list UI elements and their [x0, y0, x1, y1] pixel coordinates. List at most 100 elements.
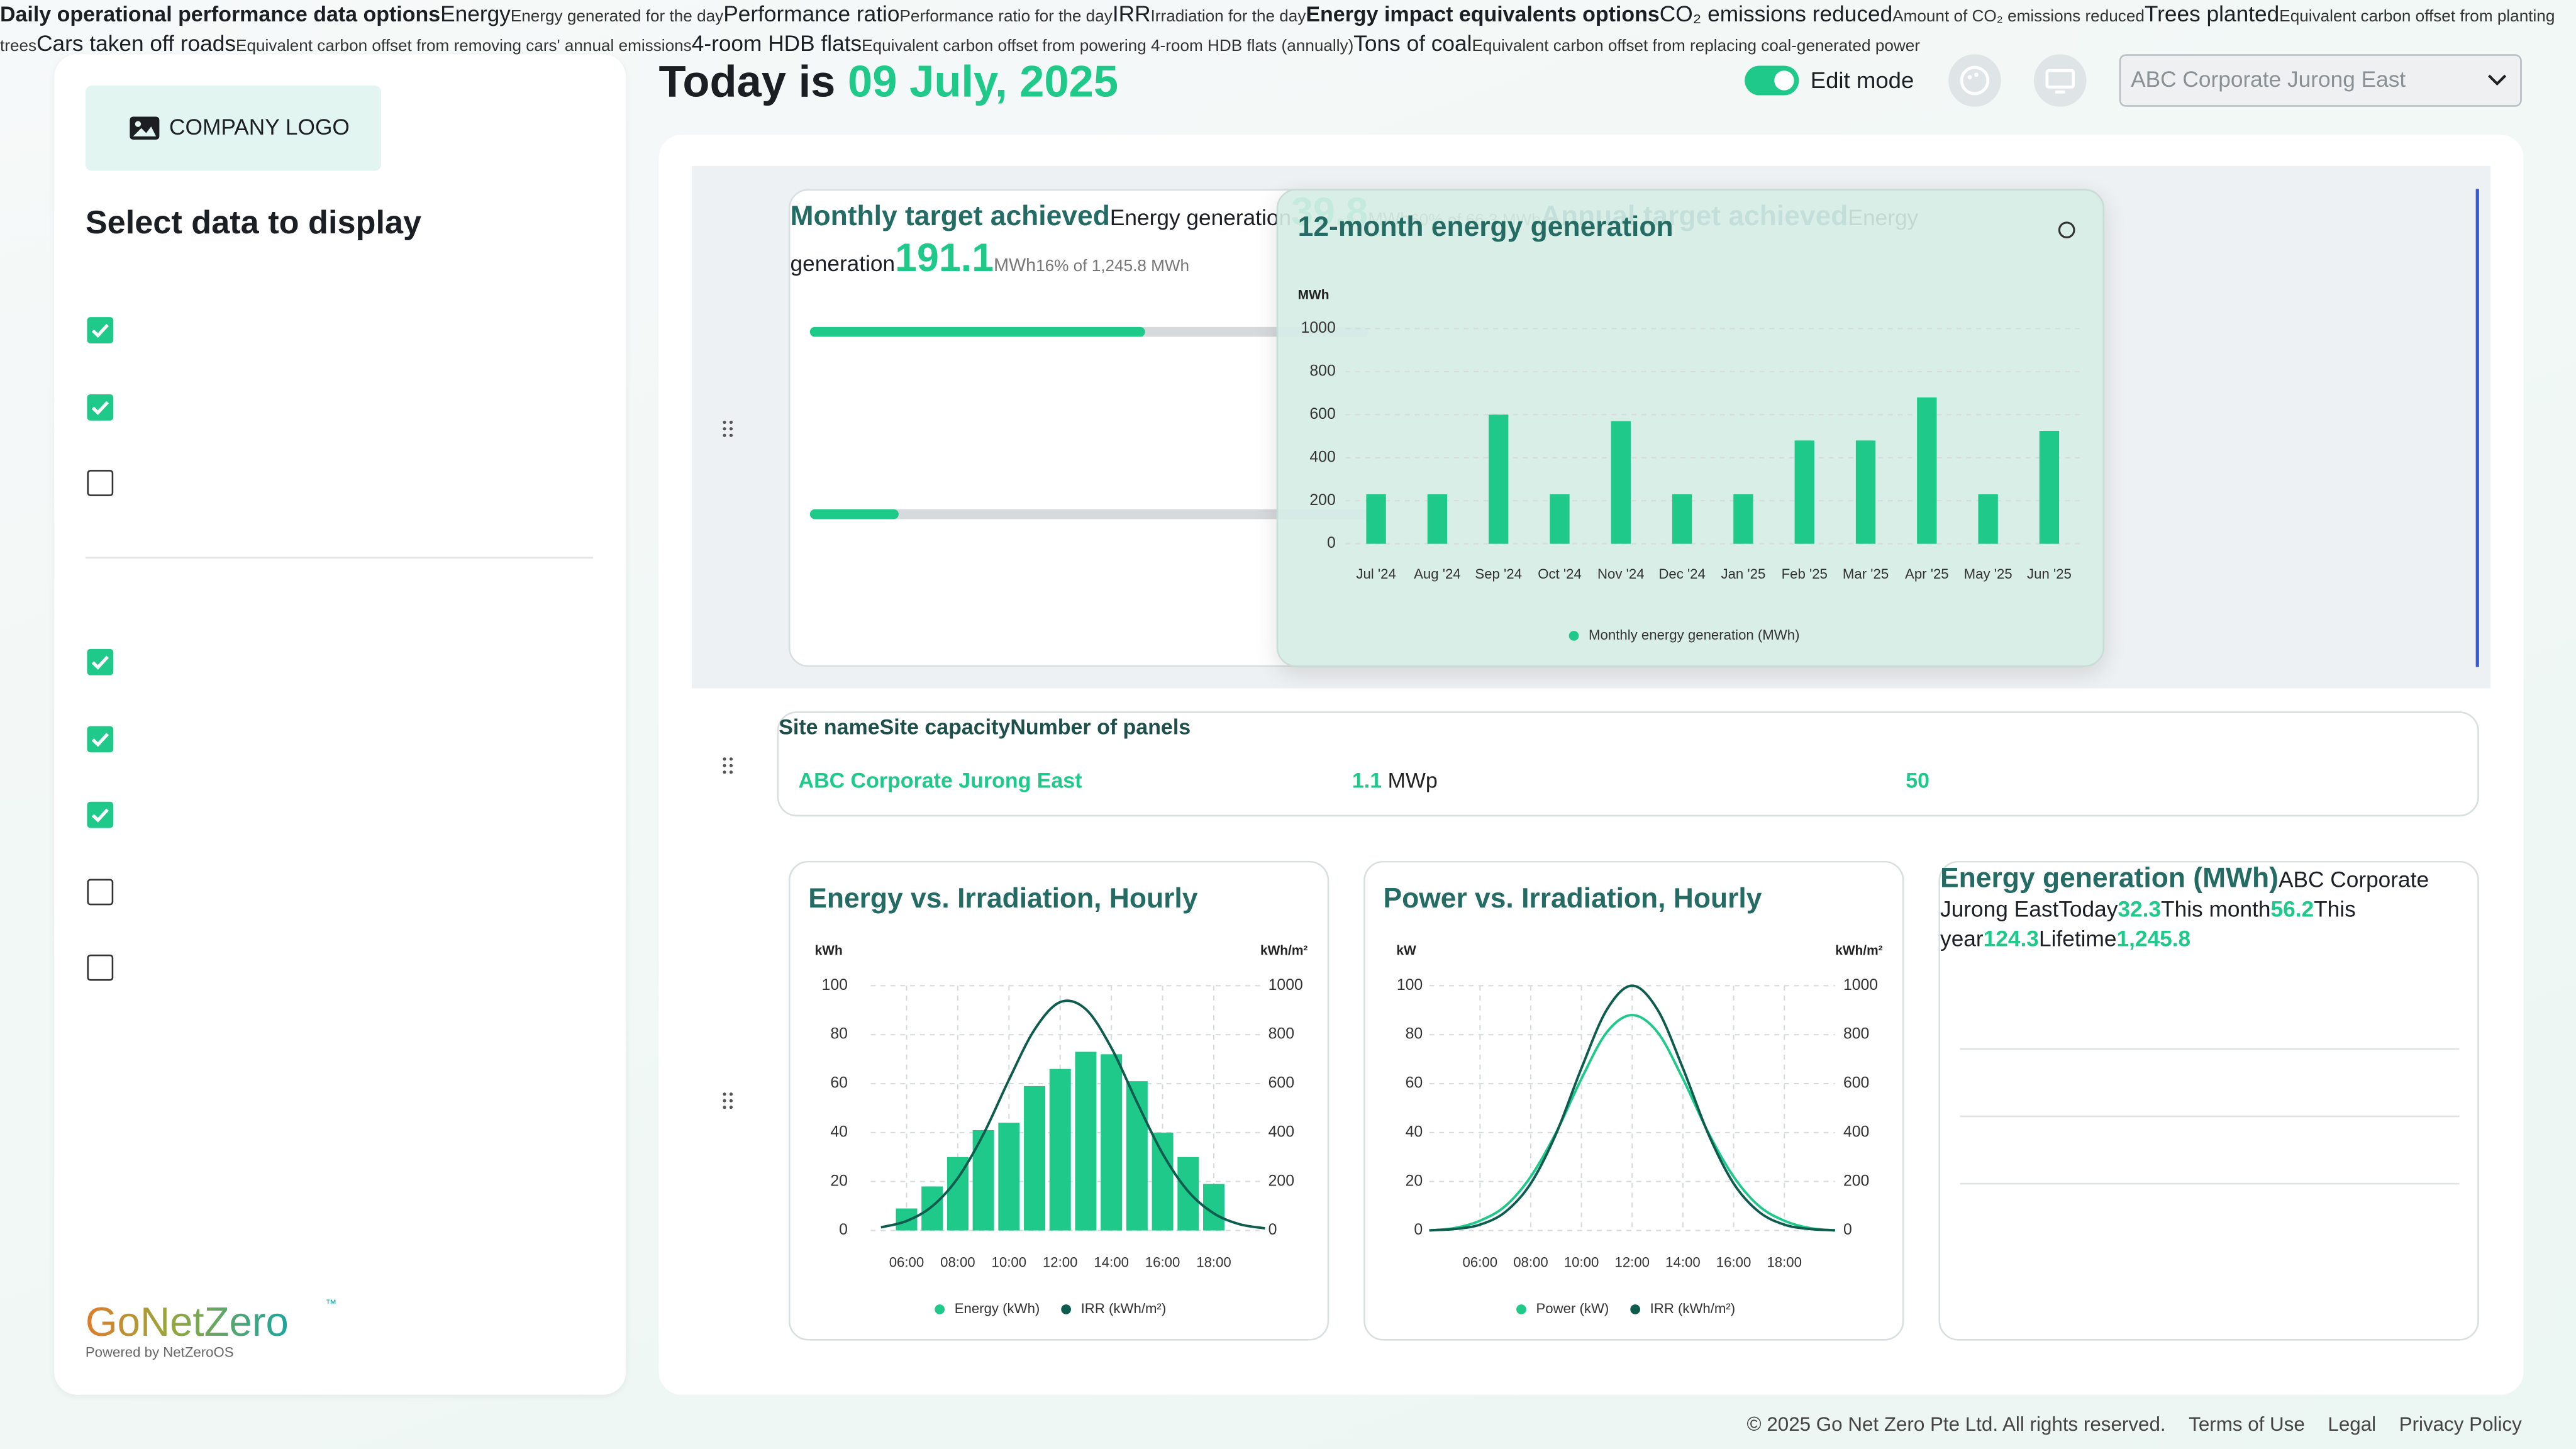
- drag-handle[interactable]: [721, 756, 735, 775]
- bar: [1101, 1054, 1123, 1231]
- drag-handle[interactable]: [721, 1091, 735, 1111]
- x-tick-label: 08:00: [1513, 1255, 1548, 1270]
- dot: [729, 757, 733, 761]
- y-tick-label: 20: [1406, 1172, 1423, 1189]
- table-site: ABC Corporate Jurong East: [1940, 867, 2429, 922]
- legend-label: Monthly energy generation (MWh): [1589, 627, 1799, 643]
- title-prefix: Today is: [658, 57, 836, 107]
- chart-title: Power vs. Irradiation, Hourly: [1384, 883, 1762, 914]
- checkbox[interactable]: [87, 470, 114, 496]
- y-tick-label: 0: [839, 1221, 848, 1238]
- target-metric: Energy generation: [1109, 205, 1292, 230]
- checkbox[interactable]: [87, 648, 114, 675]
- site-info-label: Site name: [779, 714, 880, 740]
- row-label: Lifetime: [2038, 926, 2117, 952]
- legend-label: Power (kW): [1536, 1301, 1609, 1316]
- bar: [1427, 494, 1448, 544]
- checkbox[interactable]: [87, 878, 114, 905]
- bar: [1978, 494, 1998, 544]
- group-title: Daily operational performance data optio…: [0, 1, 441, 26]
- chevron: [2488, 74, 2507, 86]
- checkbox[interactable]: [87, 801, 114, 828]
- site-select-text: ABC Corporate Jurong East: [2131, 67, 2406, 92]
- target-unit: MWh: [994, 256, 1036, 276]
- footer-link[interactable]: Privacy Policy: [2399, 1413, 2522, 1436]
- site-info-value: 50: [1906, 768, 1929, 792]
- bar: [972, 1130, 994, 1231]
- dot: [729, 1092, 733, 1096]
- theme-button[interactable]: [1948, 54, 2001, 107]
- bar: [1611, 421, 1631, 544]
- dot: [729, 770, 733, 774]
- target-value: 191.1: [895, 236, 994, 281]
- y2-tick-label: 1000: [1843, 977, 1878, 994]
- bar: [1672, 494, 1692, 544]
- progress-fill: [809, 326, 1145, 337]
- powered-by: Powered by NetZeroOS: [85, 1343, 234, 1360]
- bar: [1917, 397, 1937, 544]
- site-select[interactable]: ABC Corporate Jurong East: [2119, 54, 2522, 107]
- plot: 12-month energy generation MWh 0 200 400 600 8…: [1298, 211, 2080, 643]
- bar: [921, 1186, 943, 1231]
- checkbox[interactable]: [87, 317, 114, 343]
- x-tick-label: 16:00: [1145, 1255, 1180, 1270]
- checkbox[interactable]: [87, 393, 114, 420]
- palette-icon: [1960, 65, 1990, 96]
- site-info-number: 1.1: [1352, 768, 1382, 793]
- y2-tick-label: 600: [1843, 1075, 1869, 1092]
- y-tick-label: 100: [1397, 977, 1423, 994]
- y2-tick-label: 200: [1269, 1172, 1294, 1189]
- x-tick-label: 14:00: [1665, 1255, 1701, 1270]
- x-tick-label: 16:00: [1716, 1255, 1752, 1270]
- x-tick-label: 14:00: [1094, 1255, 1129, 1270]
- footer-link[interactable]: Legal: [2328, 1413, 2377, 1436]
- y-tick-label: 20: [830, 1172, 848, 1189]
- dot: [723, 1099, 726, 1102]
- y2-tick-label: 1000: [1269, 977, 1303, 994]
- site-info-unit: MWp: [1387, 768, 1438, 793]
- option-label: Energy: [440, 1, 511, 26]
- page-title: Today is 09 July, 2025: [659, 55, 1119, 109]
- options: Daily operational performance data optio…: [0, 0, 2576, 981]
- y-tick-label: 800: [1309, 362, 1335, 379]
- drag-handle[interactable]: [721, 419, 735, 438]
- dot: [723, 433, 726, 437]
- x-tick-label: 12:00: [1043, 1255, 1078, 1270]
- y-axis-unit: kWh: [815, 943, 843, 958]
- x-tick-label: Jun '25: [2027, 566, 2072, 582]
- x-tick-label: 12:00: [1614, 1255, 1650, 1270]
- y-tick-label: 400: [1309, 448, 1335, 465]
- checkbox[interactable]: [87, 725, 114, 752]
- pointer-icon: [2058, 221, 2075, 239]
- edit-toggle[interactable]: [1745, 65, 1799, 96]
- x-tick-label: 06:00: [1463, 1255, 1498, 1270]
- legend-swatch: [1630, 1304, 1640, 1314]
- check: [91, 323, 109, 338]
- brand-mark: ™: [325, 1299, 337, 1311]
- row-value: 32.3: [2118, 897, 2162, 922]
- display-button[interactable]: [2033, 54, 2087, 107]
- toggle-knob: [1774, 70, 1794, 91]
- checkbox[interactable]: [87, 954, 114, 981]
- bar: [1049, 1069, 1071, 1231]
- y-tick-label: 0: [1327, 535, 1336, 552]
- sidebar: [54, 54, 626, 1395]
- x-tick-label: Mar '25: [1843, 566, 1889, 582]
- y2-tick-label: 800: [1843, 1026, 1869, 1043]
- bar: [1075, 1052, 1097, 1231]
- divider: [85, 557, 594, 559]
- x-tick-label: 18:00: [1196, 1255, 1231, 1270]
- chart-card[interactable]: 12-month energy generation MWh 0 200 400 600 8…: [1276, 189, 2105, 667]
- dot: [723, 763, 726, 767]
- x-tick-label: Jul '24: [1356, 566, 1396, 582]
- footer-link[interactable]: Terms of Use: [2189, 1413, 2305, 1436]
- brand-name: GoNetZero: [86, 1298, 289, 1347]
- row-divider: [1960, 1048, 2460, 1050]
- x-tick-label: Dec '24: [1658, 566, 1706, 582]
- site-info-card: Site name ABC Corporate Jurong East Site c…: [777, 711, 2479, 817]
- bar: [1366, 494, 1386, 544]
- dot: [723, 770, 726, 774]
- line: [1429, 1014, 1836, 1232]
- dot: [723, 427, 726, 431]
- row-value: 1,245.8: [2116, 926, 2191, 952]
